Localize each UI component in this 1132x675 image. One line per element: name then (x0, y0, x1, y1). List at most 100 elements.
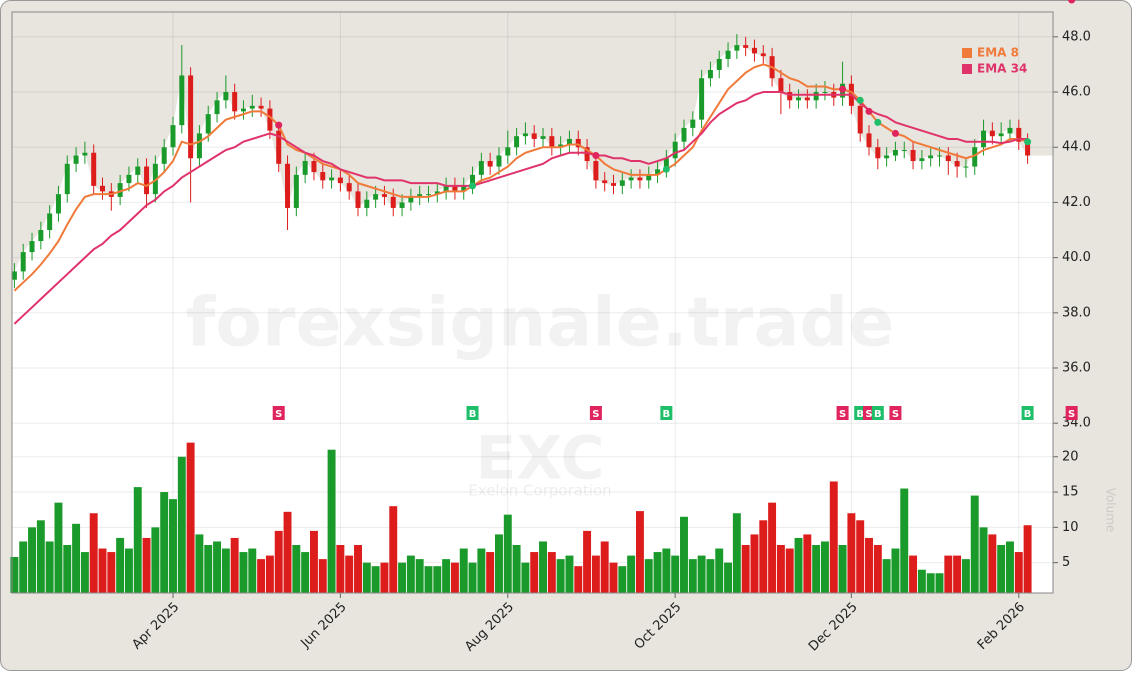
candle-body (355, 191, 361, 208)
signal-dot (856, 96, 864, 104)
candle-body (47, 213, 53, 231)
volume-bar (1023, 525, 1032, 593)
candle-body (135, 166, 141, 175)
watermark-symbol: EXC (475, 424, 604, 494)
candle-body (1007, 127, 1013, 134)
signal-box (889, 406, 902, 420)
candle-body (91, 152, 97, 186)
volume-bar (450, 562, 459, 593)
legend-label: EMA 8 (977, 46, 1019, 60)
candle-body (928, 155, 934, 159)
volume-bar (19, 541, 28, 593)
candle-body (170, 125, 176, 148)
candle-body (425, 194, 431, 196)
signal-box (466, 406, 479, 420)
candle-body (796, 97, 802, 101)
candle-body (901, 149, 907, 151)
candle-body (179, 75, 185, 126)
volume-bar (882, 559, 891, 593)
candle-body (293, 174, 299, 208)
candle-body (117, 183, 123, 197)
volume-bar (503, 514, 512, 593)
watermark: forexsignale.trade (186, 284, 895, 363)
volume-bar (1006, 541, 1014, 593)
candle-body (346, 183, 352, 192)
legend-swatch (962, 48, 972, 58)
candle-body (602, 180, 608, 184)
volume-bar (10, 557, 19, 593)
signal-label: B (663, 409, 671, 420)
volume-bar (265, 555, 274, 593)
volume-bar (935, 573, 944, 593)
volume-bar (988, 534, 997, 593)
candle-body (205, 114, 211, 134)
volume-bar (107, 552, 116, 593)
volume-tick-label: 20 (1062, 449, 1079, 464)
volume-bar (697, 555, 706, 593)
candle-body (566, 138, 572, 145)
signal-dot (839, 85, 847, 93)
candle-body (73, 155, 79, 164)
volume-bar (609, 562, 618, 593)
volume-tick-label: 10 (1062, 520, 1079, 535)
volume-bar (72, 523, 81, 593)
candle-body (751, 47, 757, 54)
candle-body (699, 78, 705, 120)
volume-bar (133, 487, 142, 593)
candle-body (690, 119, 696, 128)
candle-body (399, 202, 405, 208)
candle-body (249, 105, 255, 109)
signal-label: S (275, 409, 282, 420)
candle-body (575, 138, 581, 148)
volume-bar (204, 545, 213, 593)
y-tick-label: 48.0 (1062, 29, 1091, 44)
candle-body (522, 133, 528, 137)
candle-body (470, 174, 476, 186)
volume-bar (495, 534, 503, 593)
candle-body (972, 147, 978, 167)
volume-bar (838, 545, 847, 593)
volume-bar (583, 530, 592, 593)
candle-body (655, 169, 661, 175)
candle-body (760, 53, 766, 57)
volume-bar (715, 548, 724, 593)
volume-bar (257, 559, 266, 593)
volume-bar (28, 527, 36, 593)
candle-body (505, 147, 511, 156)
candle-body (337, 177, 343, 184)
signal-label: B (874, 409, 882, 420)
candle-body (144, 166, 150, 195)
signal-box (836, 406, 849, 420)
volume-bar (759, 520, 768, 593)
signal-box (871, 406, 884, 420)
candle-body (558, 144, 564, 148)
y-tick-label: 38.0 (1062, 305, 1091, 320)
candle-body (461, 185, 467, 192)
candle-body (240, 108, 246, 112)
y-tick-label: 46.0 (1062, 85, 1091, 100)
y-tick-label: 44.0 (1062, 140, 1091, 155)
candle-body (813, 92, 819, 101)
candle-body (223, 92, 229, 101)
volume-bar (160, 492, 169, 593)
volume-bar (424, 566, 433, 593)
volume-bar (362, 562, 371, 593)
candle-body (126, 174, 132, 184)
candle-body (646, 174, 652, 181)
volume-bar (829, 481, 838, 593)
signal-dot (275, 121, 283, 129)
candle-body (936, 155, 942, 157)
volume-bar (380, 562, 389, 593)
candle-body (910, 149, 916, 162)
candle-body (329, 177, 335, 181)
signal-label: B (469, 409, 477, 420)
volume-bar (36, 520, 45, 593)
volume-bar (468, 562, 477, 593)
candle-body (267, 108, 273, 131)
volume-bar (477, 548, 486, 593)
candle-body (258, 105, 264, 109)
candle-body (82, 152, 88, 156)
candle-body (100, 185, 106, 192)
volume-bar (442, 559, 451, 593)
signal-dot (874, 118, 882, 126)
